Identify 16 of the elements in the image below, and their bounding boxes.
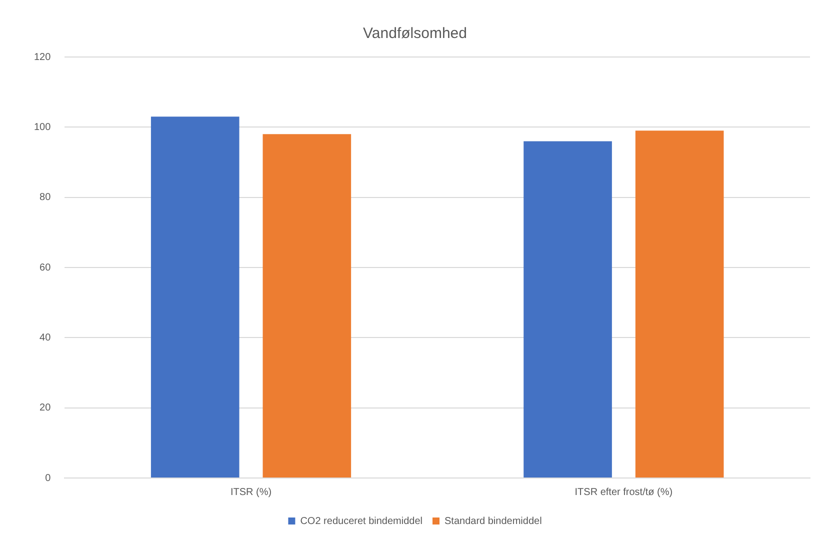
bar (524, 141, 612, 478)
x-tick-label: ITSR (%) (230, 486, 272, 498)
y-tick-label: 120 (34, 52, 52, 63)
bar (150, 116, 240, 478)
legend-label: Standard bindemiddel (444, 516, 542, 527)
y-tick-label: 0 (45, 472, 52, 484)
y-tick-label: 100 (34, 122, 52, 133)
y-tick-label: 40 (40, 332, 52, 344)
x-tick-label: ITSR efter frost/tø (%) (574, 486, 673, 498)
chart-title: Vandfølsomhed (363, 25, 467, 42)
y-tick-label: 20 (40, 402, 52, 414)
y-tick-label: 80 (40, 192, 52, 204)
bar (262, 134, 352, 478)
legend-label: CO2 reduceret bindemiddel (300, 516, 423, 527)
bar (635, 130, 724, 478)
y-tick-label: 60 (40, 262, 52, 274)
